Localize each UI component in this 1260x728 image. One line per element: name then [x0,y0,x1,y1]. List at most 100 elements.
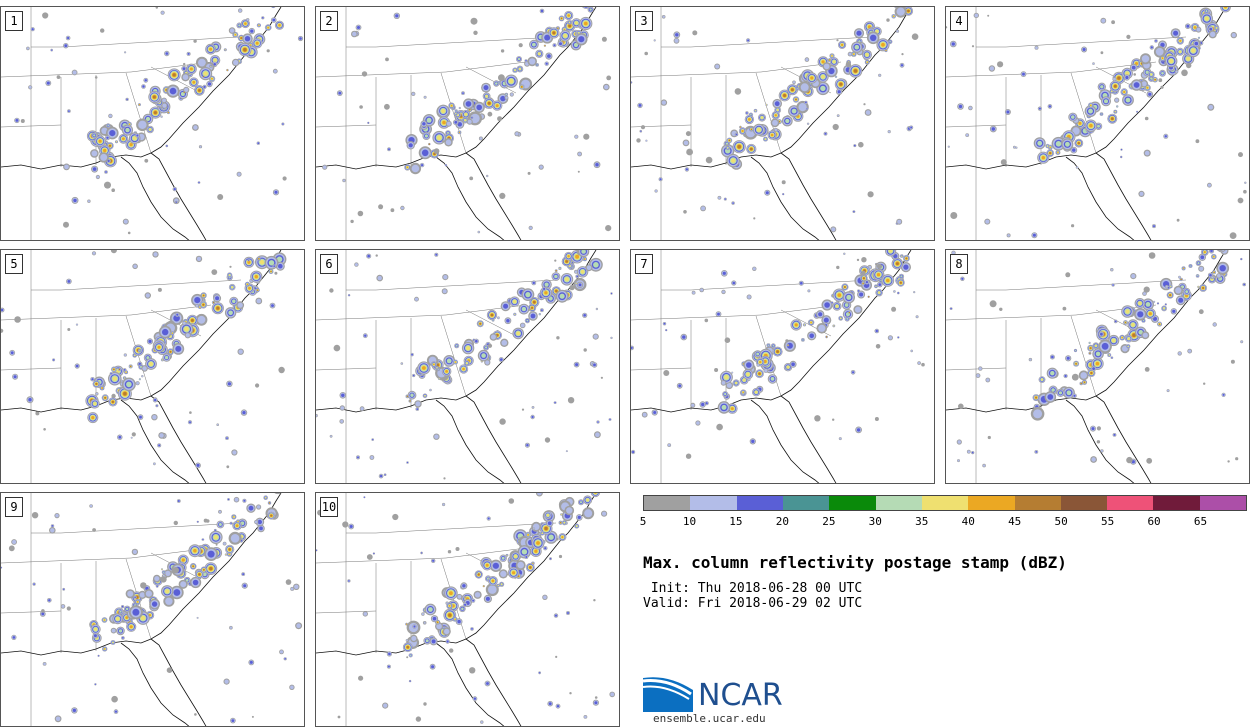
reflectivity-cell [865,281,869,284]
reflectivity-cell [136,381,140,385]
reflectivity-cell [124,377,126,379]
reflectivity-cell [198,58,206,67]
reflectivity-cell [246,18,249,21]
reflectivity-cell [731,158,736,163]
reflectivity-cell [131,437,133,439]
reflectivity-cell [111,400,114,403]
member-number-label: 2 [320,11,338,31]
coastline [1095,395,1152,483]
reflectivity-cell [661,100,666,105]
reflectivity-cell [268,260,275,266]
reflectivity-cell [948,146,950,148]
reflectivity-cell [145,116,151,122]
reflectivity-cell [578,283,582,287]
reflectivity-cell [1164,135,1167,138]
reflectivity-cell [518,67,521,71]
reflectivity-cell [675,33,679,37]
reflectivity-cell [384,474,386,476]
reflectivity-cell [1172,309,1176,313]
reflectivity-cell [379,474,383,478]
reflectivity-cell [209,47,213,51]
reflectivity-cell [1145,302,1151,307]
reflectivity-cell [782,193,784,195]
reflectivity-cell [580,269,585,274]
reflectivity-cell [272,18,276,22]
reflectivity-cell [1240,340,1243,343]
reflectivity-cell [878,74,881,77]
reflectivity-cell [575,363,579,367]
reflectivity-cell [1071,115,1075,119]
reflectivity-cell [487,101,491,105]
reflectivity-cell [809,333,814,339]
reflectivity-cell [254,275,258,279]
reflectivity-cell [565,260,568,263]
reflectivity-cell [238,24,241,27]
reflectivity-cell [575,282,577,284]
reflectivity-cell [232,299,236,303]
reflectivity-cell [566,450,568,452]
reflectivity-cell [149,362,153,366]
reflectivity-cell [987,14,990,17]
reflectivity-cell [121,380,123,382]
reflectivity-cell [999,307,1003,311]
reflectivity-cell [175,345,182,352]
reflectivity-cell [1111,20,1115,25]
reflectivity-cell [854,44,860,50]
reflectivity-cell [1114,111,1116,113]
reflectivity-cell [1113,84,1117,88]
reflectivity-cell [348,294,350,296]
reflectivity-cell [228,310,233,316]
reflectivity-cell [1139,191,1144,196]
reflectivity-cell [367,122,369,124]
reflectivity-cell [756,352,760,356]
reflectivity-cell [196,463,200,467]
reflectivity-cell [863,103,866,106]
reflectivity-cell [791,88,794,92]
reflectivity-cell [485,360,490,365]
reflectivity-cell [1196,274,1199,276]
reflectivity-cell [843,253,846,255]
reflectivity-cell [1035,451,1038,453]
reflectivity-cell [1077,142,1080,145]
reflectivity-cell [888,130,891,133]
reflectivity-cell [268,502,271,504]
reflectivity-cell [316,414,318,417]
coastline [946,250,1227,413]
reflectivity-cell [477,231,480,233]
reflectivity-cell [267,26,270,29]
reflectivity-cell [878,283,882,286]
reflectivity-cell [724,198,726,200]
reflectivity-cell [276,256,283,263]
reflectivity-cell [967,450,971,453]
reflectivity-cell [421,149,429,157]
reflectivity-cell [774,128,778,132]
reflectivity-cell [118,368,121,370]
reflectivity-cell [485,95,488,98]
reflectivity-cell [662,15,665,18]
reflectivity-cell [1161,71,1164,75]
reflectivity-cell [746,372,750,377]
reflectivity-cell [255,383,260,388]
reflectivity-cell [446,121,451,126]
reflectivity-cell [63,221,69,228]
reflectivity-cell [595,432,600,437]
reflectivity-cell [835,304,839,308]
reflectivity-cell [171,332,173,334]
reflectivity-cell [893,15,895,17]
reflectivity-cell [202,572,207,577]
reflectivity-cell [464,112,468,116]
reflectivity-cell [520,323,525,328]
reflectivity-cell [899,281,902,284]
reflectivity-cell [193,39,197,43]
reflectivity-cell [189,411,192,414]
reflectivity-cell [189,67,193,71]
reflectivity-cell [234,33,237,36]
reflectivity-cell [820,85,826,92]
reflectivity-cell [659,178,662,181]
reflectivity-cell [877,291,881,294]
reflectivity-cell [1144,116,1149,121]
reflectivity-cell [466,346,471,351]
reflectivity-cell [1089,352,1091,354]
reflectivity-cell [567,14,570,17]
coastline [435,399,505,483]
